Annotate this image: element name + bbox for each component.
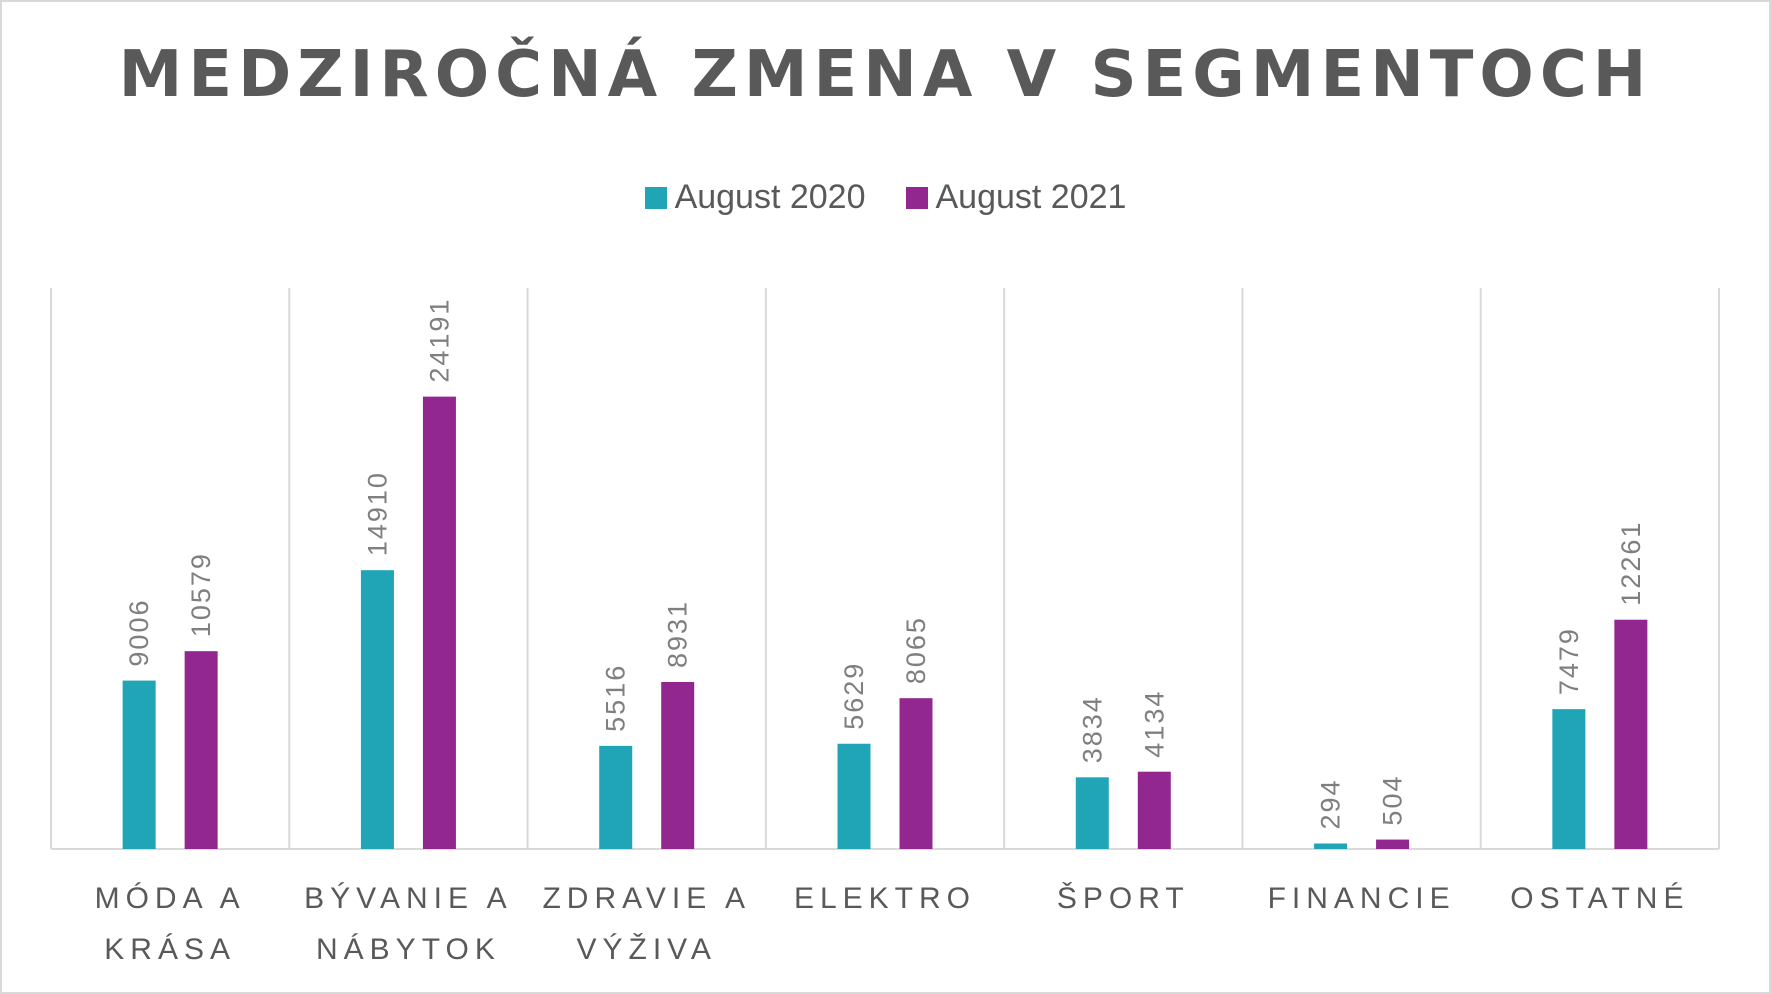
category-label: NÁBYTOK [316, 933, 501, 966]
category-label: MÓDA A [95, 882, 246, 915]
legend-swatch-2020 [644, 186, 667, 209]
data-label: 10579 [186, 552, 216, 637]
data-label: 9006 [124, 599, 154, 667]
data-label: 5629 [839, 662, 869, 730]
category-label: ZDRAVIE A [542, 882, 750, 915]
category-label: ŠPORT [1057, 881, 1190, 915]
data-label: 8065 [901, 616, 931, 684]
legend-label-2020: August 2020 [674, 178, 866, 216]
bar [1614, 619, 1648, 849]
data-label: 7479 [1554, 627, 1584, 695]
bar [899, 698, 933, 849]
legend-label-2021: August 2021 [935, 178, 1127, 216]
category-label: OSTATNÉ [1510, 882, 1689, 915]
category-label: BÝVANIE A [304, 882, 513, 915]
data-label: 4134 [1139, 690, 1169, 758]
data-label: 12261 [1616, 521, 1646, 606]
category-label: FINANCIE [1268, 882, 1456, 915]
legend-swatch-2021 [905, 186, 928, 209]
data-label: 3834 [1077, 695, 1107, 763]
category-label: VÝŽIVA [576, 933, 716, 966]
bar [360, 570, 394, 849]
chart-title: MEDZIROČNÁ ZMENA V SEGMENTOCH [118, 38, 1653, 112]
data-label: 5516 [601, 664, 631, 732]
legend-item-2021[interactable]: August 2021 [905, 178, 1127, 217]
data-label: 8931 [663, 600, 693, 668]
bar [837, 743, 871, 849]
bar [1075, 777, 1109, 849]
bar [1376, 839, 1410, 849]
data-label: 14910 [362, 471, 392, 556]
category-label: KRÁSA [104, 933, 236, 966]
legend-item-2020[interactable]: August 2020 [644, 178, 866, 217]
bar [1314, 843, 1348, 849]
legend: August 2020 August 2021 [0, 178, 1771, 217]
data-label: 504 [1378, 775, 1408, 826]
bar [122, 680, 156, 849]
category-label: ELEKTRO [794, 882, 976, 915]
bar [1552, 709, 1586, 849]
bar [1137, 771, 1171, 849]
bar [661, 681, 695, 849]
bar [422, 396, 456, 849]
bar [184, 651, 218, 849]
bar [599, 745, 633, 849]
data-label: 24191 [424, 298, 454, 383]
data-label: 294 [1316, 778, 1346, 829]
